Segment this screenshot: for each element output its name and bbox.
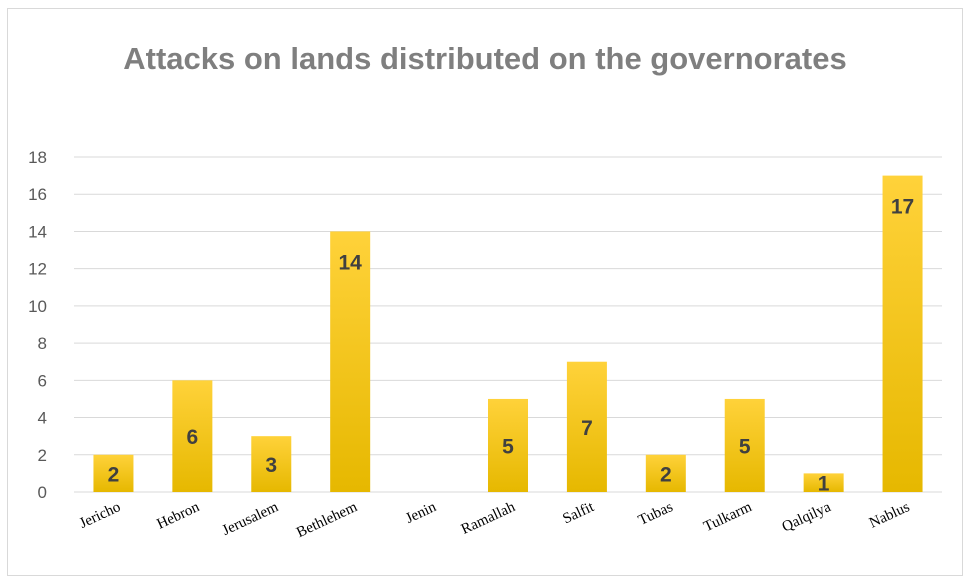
data-label: 6 [187,426,199,449]
data-label: 5 [502,435,514,458]
category-label: Nablus [867,499,912,532]
y-tick-label: 2 [38,446,47,465]
y-tick-label: 10 [28,297,47,316]
category-labels: Jericho Hebron Jerusalem Bethlehem Jenin Rama… [77,499,912,541]
y-tick-label: 16 [28,185,47,204]
y-tick-label: 18 [28,148,47,167]
data-label: 7 [581,417,593,440]
data-label: 17 [891,196,914,219]
data-label: 1 [818,473,830,496]
category-label: Tubas [636,499,676,529]
data-labels: 2 6 3 14 5 7 2 5 1 17 [108,196,915,496]
data-label: 2 [660,463,672,486]
data-label: 5 [739,435,751,458]
y-tick-label: 8 [38,334,47,353]
bar-jericho [93,454,134,492]
category-label: Salfit [560,499,597,528]
category-label: Jerusalem [220,499,281,539]
bar-bethlehem [330,231,371,492]
bar-salfit [566,361,607,492]
y-tick-label: 14 [28,222,47,241]
y-axis-ticks: 0 2 4 6 8 10 12 14 16 18 [28,148,47,502]
category-label: Jenin [403,499,439,527]
bar-qalqilya [803,473,844,492]
category-label: Ramallah [459,499,518,538]
data-label: 14 [339,251,363,274]
y-tick-label: 0 [38,483,47,502]
category-label: Jericho [77,499,123,532]
y-tick-label: 6 [38,371,47,390]
category-label: Qalqilya [780,499,834,535]
chart-title: Attacks on lands distributed on the gove… [123,41,847,76]
bar-nablus [882,175,923,492]
category-label: Bethlehem [294,499,360,541]
y-tick-label: 12 [28,260,47,279]
data-label: 2 [108,463,120,486]
bar-tulkarm [724,398,765,492]
bar-jerusalem [251,436,292,492]
category-label: Hebron [155,499,203,533]
data-label: 3 [265,454,277,477]
bar-ramallah [488,398,528,492]
bar-hebron [172,380,213,492]
y-tick-label: 4 [38,409,47,428]
bar-tubas [645,454,686,492]
category-label: Tulkarm [701,499,754,535]
bars [93,175,923,492]
